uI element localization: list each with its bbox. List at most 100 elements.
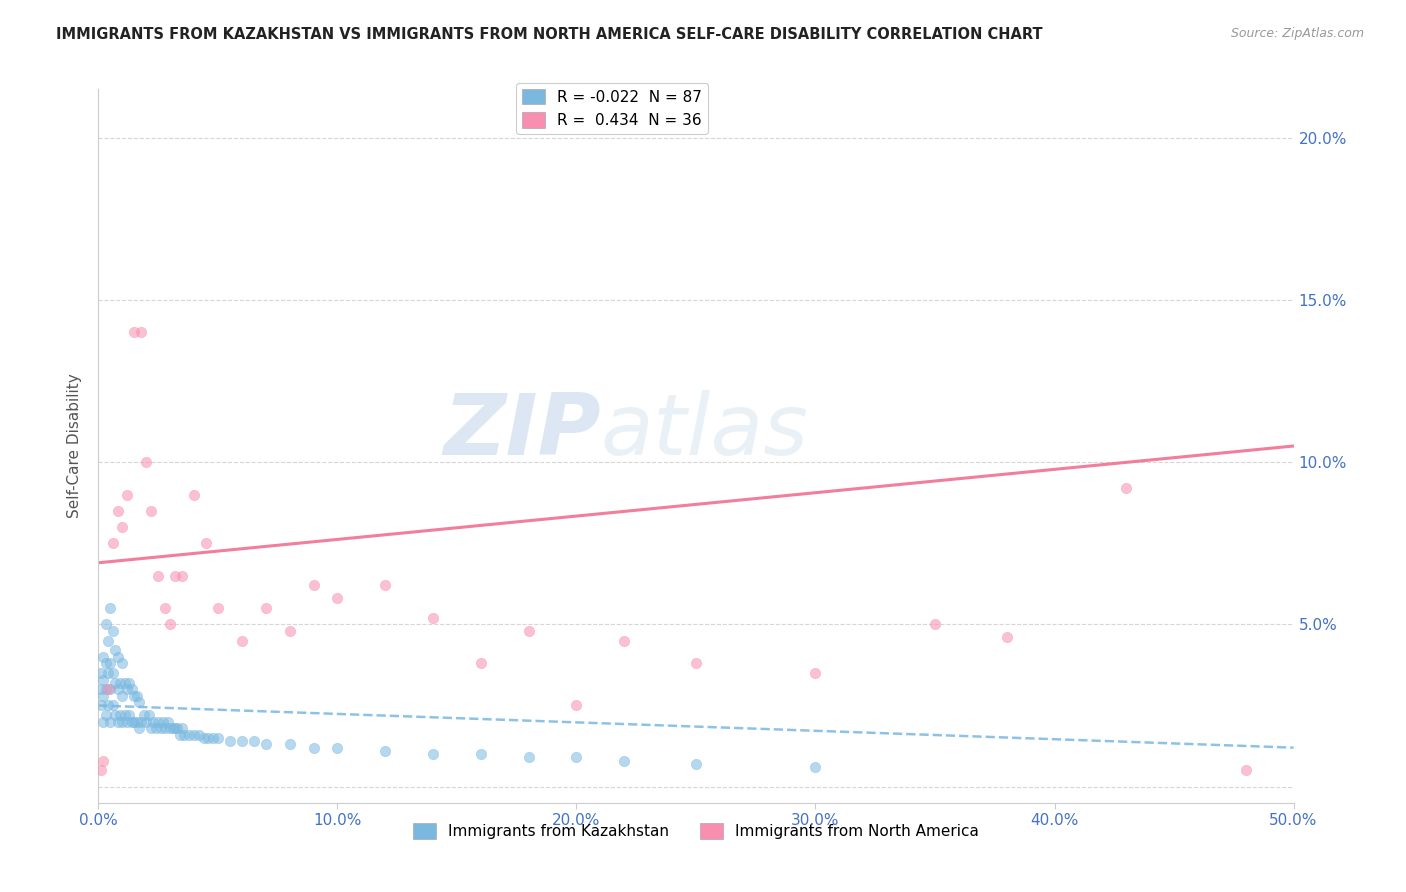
Point bbox=[115, 714, 138, 729]
Point bbox=[183, 728, 205, 742]
Point bbox=[470, 747, 492, 761]
Point bbox=[517, 750, 540, 764]
Point bbox=[107, 504, 129, 518]
Point bbox=[90, 698, 112, 713]
Point bbox=[613, 754, 636, 768]
Point bbox=[107, 649, 129, 664]
Point bbox=[195, 536, 218, 550]
Point bbox=[374, 744, 396, 758]
Point bbox=[231, 633, 253, 648]
Point bbox=[118, 708, 141, 723]
Point bbox=[302, 740, 325, 755]
Point bbox=[159, 617, 181, 632]
Point bbox=[138, 708, 160, 723]
Point bbox=[162, 721, 184, 735]
Point bbox=[107, 714, 129, 729]
Point bbox=[131, 326, 153, 340]
Point bbox=[111, 657, 134, 671]
Point bbox=[125, 714, 148, 729]
Point bbox=[90, 764, 112, 778]
Point bbox=[169, 728, 191, 742]
Point bbox=[804, 666, 827, 681]
Point bbox=[155, 721, 177, 735]
Text: Source: ZipAtlas.com: Source: ZipAtlas.com bbox=[1230, 27, 1364, 40]
Point bbox=[219, 734, 242, 748]
Point bbox=[326, 591, 349, 606]
Point bbox=[107, 682, 129, 697]
Point bbox=[98, 601, 122, 615]
Point bbox=[94, 617, 117, 632]
Text: atlas: atlas bbox=[600, 390, 808, 474]
Point bbox=[163, 721, 186, 735]
Text: IMMIGRANTS FROM KAZAKHSTAN VS IMMIGRANTS FROM NORTH AMERICA SELF-CARE DISABILITY: IMMIGRANTS FROM KAZAKHSTAN VS IMMIGRANTS… bbox=[56, 27, 1043, 42]
Point bbox=[152, 714, 174, 729]
Point bbox=[94, 657, 117, 671]
Point bbox=[148, 568, 170, 582]
Point bbox=[104, 708, 127, 723]
Point bbox=[132, 708, 155, 723]
Y-axis label: Self-Care Disability: Self-Care Disability bbox=[67, 374, 83, 518]
Point bbox=[98, 682, 122, 697]
Point bbox=[128, 695, 150, 709]
Point bbox=[1115, 481, 1137, 495]
Point bbox=[159, 721, 181, 735]
Point bbox=[114, 708, 136, 723]
Point bbox=[613, 633, 636, 648]
Point bbox=[111, 689, 134, 703]
Point bbox=[243, 734, 266, 748]
Point bbox=[97, 633, 120, 648]
Point bbox=[470, 657, 492, 671]
Point bbox=[804, 760, 827, 774]
Point bbox=[135, 455, 157, 469]
Point bbox=[111, 714, 134, 729]
Point bbox=[163, 568, 186, 582]
Point bbox=[90, 666, 112, 681]
Point bbox=[374, 578, 396, 592]
Point bbox=[685, 657, 707, 671]
Point bbox=[91, 689, 114, 703]
Point bbox=[565, 750, 588, 764]
Point bbox=[104, 643, 127, 657]
Point bbox=[193, 731, 215, 745]
Point bbox=[104, 675, 127, 690]
Point bbox=[197, 731, 219, 745]
Point bbox=[97, 682, 120, 697]
Point bbox=[326, 740, 349, 755]
Point bbox=[155, 601, 177, 615]
Point bbox=[94, 682, 117, 697]
Point bbox=[142, 714, 165, 729]
Point bbox=[91, 714, 114, 729]
Point bbox=[172, 721, 194, 735]
Point bbox=[685, 756, 707, 771]
Point bbox=[98, 657, 122, 671]
Point bbox=[114, 675, 136, 690]
Point bbox=[148, 714, 170, 729]
Point bbox=[97, 666, 120, 681]
Point bbox=[278, 738, 301, 752]
Legend: Immigrants from Kazakhstan, Immigrants from North America: Immigrants from Kazakhstan, Immigrants f… bbox=[406, 817, 986, 845]
Point bbox=[101, 624, 124, 638]
Point bbox=[118, 675, 141, 690]
Point bbox=[121, 714, 143, 729]
Point bbox=[149, 721, 172, 735]
Point bbox=[128, 721, 150, 735]
Point bbox=[98, 714, 122, 729]
Point bbox=[115, 682, 138, 697]
Point bbox=[207, 601, 229, 615]
Point bbox=[91, 673, 114, 687]
Point bbox=[101, 666, 124, 681]
Point bbox=[101, 698, 124, 713]
Point bbox=[565, 698, 588, 713]
Point bbox=[145, 721, 167, 735]
Point bbox=[111, 520, 134, 534]
Point bbox=[924, 617, 946, 632]
Point bbox=[91, 754, 114, 768]
Point bbox=[131, 714, 153, 729]
Point bbox=[995, 631, 1018, 645]
Point bbox=[108, 675, 131, 690]
Point bbox=[202, 731, 225, 745]
Point bbox=[139, 721, 162, 735]
Point bbox=[101, 536, 124, 550]
Point bbox=[94, 708, 117, 723]
Point bbox=[1234, 764, 1257, 778]
